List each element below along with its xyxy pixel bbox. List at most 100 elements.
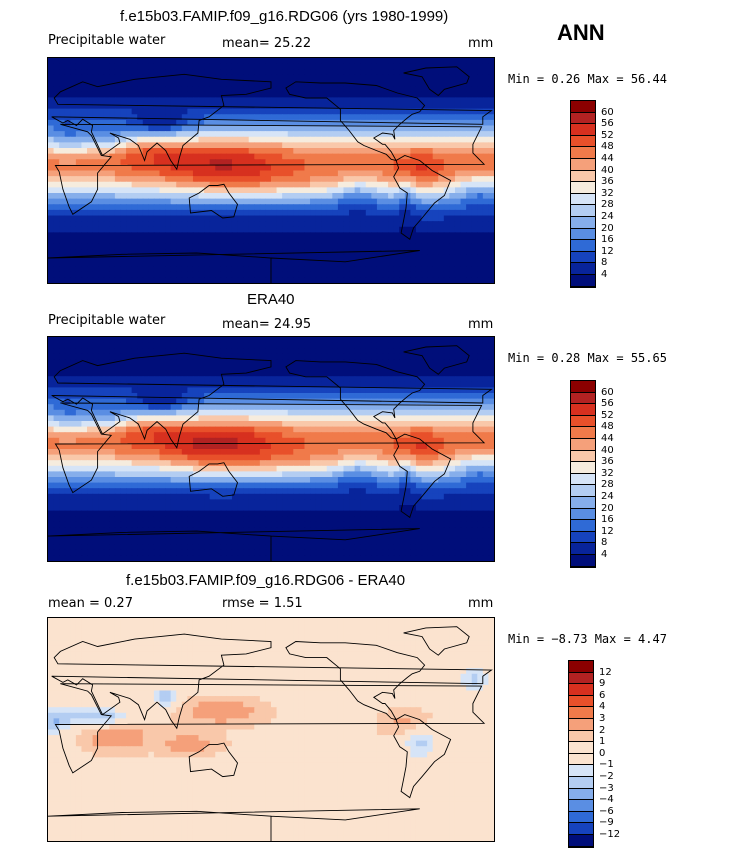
field-cell	[220, 69, 227, 76]
field-cell	[114, 393, 122, 400]
field-cell	[415, 277, 423, 283]
field-cell	[321, 398, 328, 405]
field-cell	[165, 277, 172, 283]
field-cell	[354, 260, 361, 267]
field-cell	[488, 215, 494, 222]
field-cell	[271, 86, 278, 93]
field-cell	[310, 215, 317, 222]
field-cell	[159, 74, 166, 82]
field-cell	[103, 148, 110, 155]
field-cell	[148, 148, 155, 155]
field-cell	[137, 370, 144, 377]
field-cell	[53, 342, 60, 349]
field-cell	[170, 359, 177, 366]
colorbar-swatch	[571, 158, 595, 171]
field-cell	[432, 119, 439, 127]
field-cell	[460, 63, 467, 70]
field-cell	[343, 449, 350, 456]
field-cell	[192, 69, 200, 76]
field-cell	[326, 80, 333, 87]
field-cell	[315, 404, 322, 411]
field-cell	[181, 136, 188, 143]
field-cell	[98, 437, 105, 444]
field-cell	[404, 91, 411, 98]
field-cell	[287, 114, 294, 121]
field-cell	[48, 365, 55, 372]
field-cell	[337, 353, 345, 360]
field-cell	[226, 359, 233, 366]
field-cell	[466, 204, 473, 211]
field-cell	[298, 381, 306, 388]
field-cell	[148, 393, 155, 400]
field-cell	[187, 337, 194, 344]
field-cell	[137, 226, 144, 233]
field-cell	[382, 187, 389, 194]
field-cell	[159, 232, 166, 239]
field-cell	[276, 243, 283, 250]
field-cell	[137, 348, 144, 355]
field-cell	[92, 260, 99, 267]
field-cell	[137, 443, 144, 450]
field-cell	[142, 359, 149, 366]
field-cell	[131, 159, 138, 166]
field-cell	[198, 148, 205, 155]
field-cell	[466, 69, 473, 76]
field-cell	[126, 209, 133, 217]
field-cell	[443, 449, 450, 456]
field-cell	[427, 387, 434, 394]
field-cell	[220, 80, 227, 87]
field-cell	[265, 266, 272, 273]
field-cell	[220, 249, 227, 256]
field-cell	[137, 136, 144, 143]
field-cell	[293, 365, 300, 372]
field-cell	[466, 142, 473, 149]
field-cell	[271, 249, 278, 256]
field-cell	[371, 131, 378, 138]
field-cell	[153, 69, 161, 76]
field-cell	[382, 454, 389, 461]
field-cell	[120, 159, 127, 166]
field-cell	[165, 254, 172, 262]
field-cell	[399, 131, 406, 138]
field-cell	[81, 209, 88, 217]
field-cell	[382, 376, 389, 383]
field-cell	[365, 238, 372, 245]
field-cell	[287, 443, 294, 450]
field-cell	[75, 254, 83, 262]
field-cell	[365, 119, 372, 127]
field-cell	[209, 232, 216, 239]
field-cell	[393, 74, 400, 82]
field-cell	[131, 277, 138, 283]
panel2-mean: mean= 24.95	[222, 317, 312, 332]
field-cell	[237, 381, 244, 388]
field-cell	[477, 119, 484, 127]
field-cell	[243, 86, 250, 93]
field-cell	[282, 365, 289, 372]
field-cell	[282, 398, 289, 405]
field-cell	[449, 337, 456, 344]
field-cell	[427, 238, 434, 245]
field-cell	[126, 69, 133, 76]
field-cell	[153, 249, 161, 256]
field-cell	[371, 387, 378, 394]
field-cell	[176, 187, 183, 194]
field-cell	[410, 198, 417, 205]
field-cell	[48, 232, 55, 239]
field-cell	[471, 387, 478, 394]
field-cell	[326, 108, 333, 115]
field-cell	[87, 80, 94, 87]
field-cell	[181, 63, 188, 70]
field-cell	[226, 159, 233, 166]
field-cell	[192, 365, 200, 372]
field-cell	[365, 74, 372, 82]
field-cell	[432, 80, 439, 87]
field-cell	[376, 187, 384, 194]
field-cell	[354, 415, 361, 422]
field-cell	[438, 348, 445, 355]
field-cell	[53, 348, 60, 355]
field-cell	[466, 221, 473, 228]
field-cell	[192, 204, 200, 211]
field-cell	[471, 426, 478, 433]
field-cell	[198, 437, 205, 444]
field-cell	[98, 266, 105, 273]
